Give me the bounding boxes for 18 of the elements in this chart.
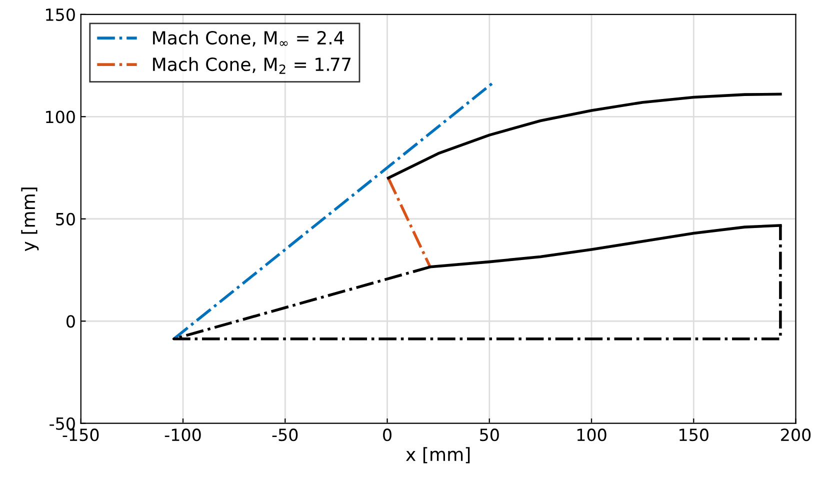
y-tick-label: 150	[46, 8, 75, 21]
x-tick-label: -150	[62, 428, 99, 442]
y-tick-label: 0	[66, 315, 75, 328]
x-tick-label: 0	[383, 428, 392, 442]
x-tick-label: 100	[577, 428, 606, 442]
legend-label: Mach Cone, M$_{2}$ = 1.77	[153, 57, 351, 74]
x-tick-label: 150	[680, 428, 708, 442]
x-axis-title: x [mm]	[406, 447, 470, 464]
y-tick-label: 50	[56, 212, 75, 226]
x-tick-label: 50	[480, 428, 499, 442]
x-tick-label: 200	[781, 428, 811, 442]
x-tick-label: -50	[272, 428, 298, 442]
y-axis-title: y [mm]	[21, 188, 39, 252]
line-series	[386, 92, 782, 180]
y-tick-label: 100	[46, 110, 75, 124]
x-tick-label: -100	[164, 428, 201, 442]
y-tick-label: -50	[50, 417, 75, 430]
legend-label: Mach Cone, M$_{∞}$ = 2.4	[153, 30, 344, 46]
